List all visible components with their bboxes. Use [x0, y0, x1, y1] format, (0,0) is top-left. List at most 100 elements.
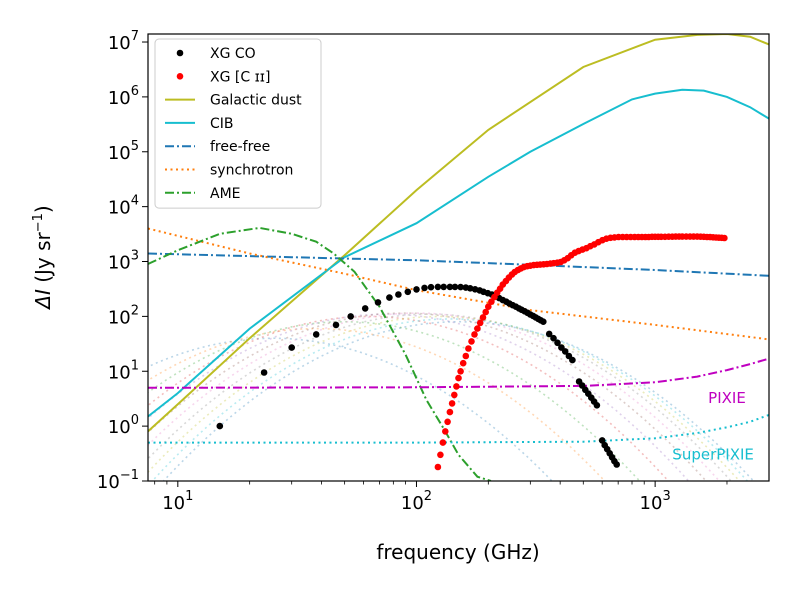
legend-label: XG CO: [210, 46, 256, 62]
xg-co-point: [427, 283, 435, 291]
xg-co-point: [361, 305, 369, 312]
background-curve: [148, 313, 690, 481]
background-curve: [148, 327, 606, 481]
y-tick-label: 103: [108, 249, 139, 274]
ame-line: [148, 226, 492, 481]
xg-c-point: [465, 345, 472, 352]
annotation-pixie: PIXIE: [708, 389, 746, 407]
xg-co-point: [404, 288, 412, 296]
legend-item-synchrotron: synchrotron: [165, 163, 293, 179]
xg-co-point: [554, 339, 561, 347]
marker-layer: [216, 233, 728, 471]
y-axis-label: ΔI (Jy sr−1): [31, 205, 55, 310]
legend-label: CIB: [210, 116, 234, 132]
legend-item-xg-c: XG [C ɪɪ]: [176, 69, 270, 85]
legend-label: free-free: [210, 139, 270, 155]
legend-item-xg-co: XG CO: [176, 46, 256, 62]
background-curve: [148, 312, 721, 481]
annotation-superpixie: SuperPIXIE: [672, 445, 754, 463]
legend-item-free-free: free-free: [165, 139, 270, 155]
y-tick-label: 100: [108, 413, 139, 438]
xg-c-point: [446, 408, 454, 416]
xg-co-point: [550, 334, 557, 342]
legend-label: Galactic dust: [210, 93, 302, 109]
xg-c-point: [453, 383, 460, 390]
x-tick-label: 103: [640, 489, 671, 514]
xg-c-point: [437, 451, 444, 459]
annotation-layer: PIXIE SuperPIXIE: [672, 389, 754, 463]
y-axis-label-unit: (Jy sr: [31, 231, 55, 289]
xg-c-point: [479, 314, 487, 321]
legend-label: XG [C ɪɪ]: [210, 69, 270, 85]
xg-co-point: [374, 299, 382, 306]
xg-co-point: [413, 286, 420, 293]
legend-item-cib: CIB: [165, 116, 234, 132]
legend: XG CO XG [C ɪɪ] Galactic dust CIB free-free s…: [154, 38, 322, 209]
xg-c-point: [721, 234, 728, 242]
y-tick-label: 106: [108, 84, 139, 109]
xg-c-point: [459, 359, 467, 367]
xg-co-point: [466, 285, 474, 292]
xg-c-point: [482, 308, 490, 316]
xg-co-point: [561, 348, 569, 355]
x-axis-label: frequency (GHz): [376, 540, 539, 564]
xg-co-point: [312, 331, 320, 338]
y-axis-label-symbol: ΔI: [31, 289, 55, 311]
legend-marker: [176, 49, 184, 57]
background-curve: [162, 320, 755, 481]
y-tick-label: 105: [108, 139, 139, 164]
xg-c-point: [485, 303, 492, 311]
plot-frame: [147, 33, 770, 482]
legend-item-galactic-dust: Galactic dust: [165, 93, 302, 109]
background-curve: [151, 318, 749, 481]
background-curve: [148, 337, 554, 481]
legend-box: [154, 38, 322, 209]
y-axis-label-exp: −1: [31, 213, 46, 232]
xg-c-point: [457, 368, 464, 375]
background-curve: [148, 313, 733, 481]
y-tick-label: 107: [108, 29, 139, 54]
xg-co-point: [288, 344, 296, 351]
xg-co-point: [446, 283, 454, 291]
x-tick-label: 101: [162, 489, 193, 514]
free-free-line: [148, 252, 769, 277]
xg-c-point: [448, 400, 456, 407]
xg-c-point: [462, 352, 470, 360]
xg-co-point: [347, 313, 355, 320]
xg-co-point: [613, 461, 620, 468]
background-curve: [148, 312, 708, 481]
background-curve: [148, 315, 670, 481]
xg-c-point: [444, 418, 451, 426]
xg-c-point: [451, 391, 458, 399]
xg-co-point: [332, 321, 340, 329]
xg-co-point: [451, 283, 459, 291]
xg-co-point: [569, 356, 576, 364]
y-tick-label: 102: [108, 303, 139, 328]
xg-co-point: [216, 422, 224, 430]
y-tick-label: 101: [108, 358, 139, 383]
xg-c-point: [434, 463, 442, 471]
xg-co-point: [434, 283, 442, 291]
xg-c-point: [468, 338, 475, 345]
xg-co-point: [386, 294, 393, 301]
xg-c-point: [476, 319, 484, 327]
legend-label: AME: [210, 186, 241, 202]
xg-c-point: [442, 428, 449, 435]
axis-layer: 101 102 103 10−1 100 101 102 103 104 105 106 107: [97, 29, 728, 514]
y-axis-label-close: ): [31, 205, 55, 213]
legend-label: synchrotron: [210, 163, 293, 179]
y-tick-label: 104: [108, 194, 139, 219]
legend-marker: [176, 73, 184, 80]
xg-co-point: [421, 284, 428, 292]
xg-c-point: [455, 374, 462, 382]
xg-c-point: [439, 439, 447, 446]
xg-co-point: [395, 291, 402, 298]
pixie-line: [148, 357, 769, 389]
y-tick-label: 10−1: [97, 468, 139, 493]
xg-c-point: [474, 325, 481, 332]
cib-line: [148, 88, 769, 418]
background-curve: [148, 315, 741, 481]
xg-co-point: [457, 283, 464, 291]
xg-co-point: [593, 402, 601, 409]
